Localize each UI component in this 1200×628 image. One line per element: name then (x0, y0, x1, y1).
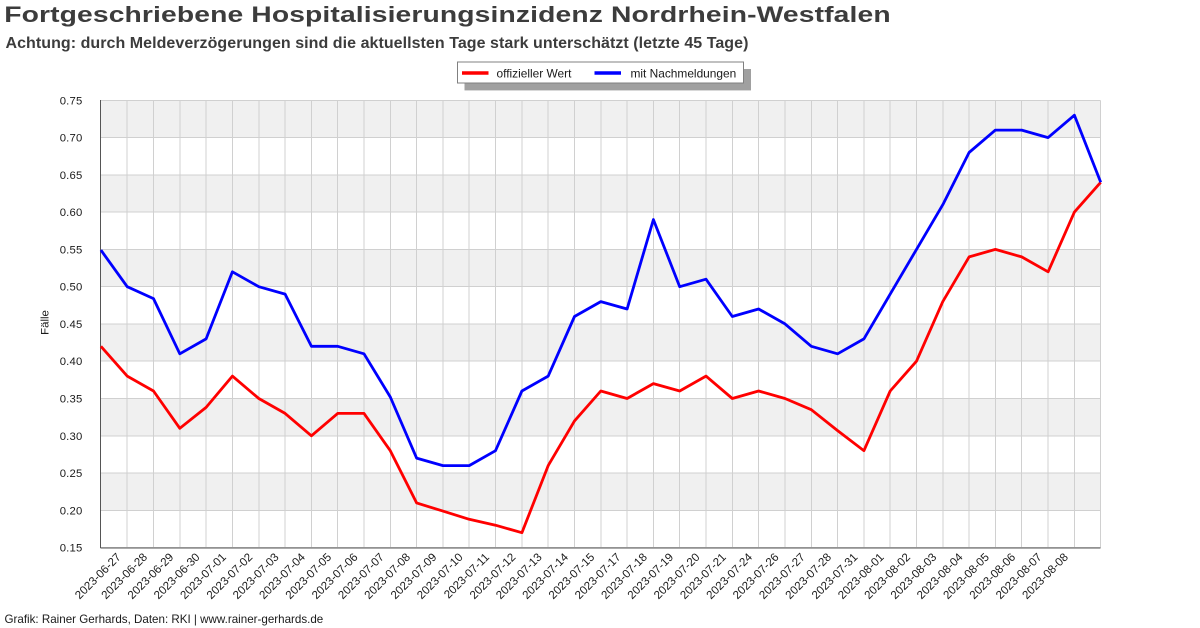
svg-text:Fälle: Fälle (40, 310, 52, 335)
svg-text:0.30: 0.30 (60, 431, 83, 443)
svg-text:0.35: 0.35 (60, 394, 83, 406)
svg-text:0.40: 0.40 (60, 356, 83, 368)
svg-text:Fortgeschriebene Hospitalisier: Fortgeschriebene Hospitalisierungsinzide… (4, 3, 891, 27)
svg-text:0.20: 0.20 (60, 505, 83, 517)
svg-text:0.55: 0.55 (60, 244, 83, 256)
svg-text:0.60: 0.60 (60, 207, 83, 219)
svg-text:0.45: 0.45 (60, 319, 83, 331)
svg-text:0.75: 0.75 (60, 95, 83, 107)
svg-text:0.25: 0.25 (60, 468, 83, 480)
svg-text:0.15: 0.15 (60, 543, 83, 555)
svg-text:mit Nachmeldungen: mit Nachmeldungen (631, 67, 737, 81)
svg-text:0.50: 0.50 (60, 282, 83, 294)
svg-text:offizieller Wert: offizieller Wert (497, 67, 573, 81)
svg-text:0.70: 0.70 (60, 133, 83, 145)
svg-text:Achtung: durch Meldeverzögerun: Achtung: durch Meldeverzögerungen sind d… (6, 35, 749, 52)
svg-text:0.65: 0.65 (60, 170, 83, 182)
svg-text:Grafik: Rainer Gerhards, Daten: Grafik: Rainer Gerhards, Daten: RKI | ww… (5, 613, 324, 626)
